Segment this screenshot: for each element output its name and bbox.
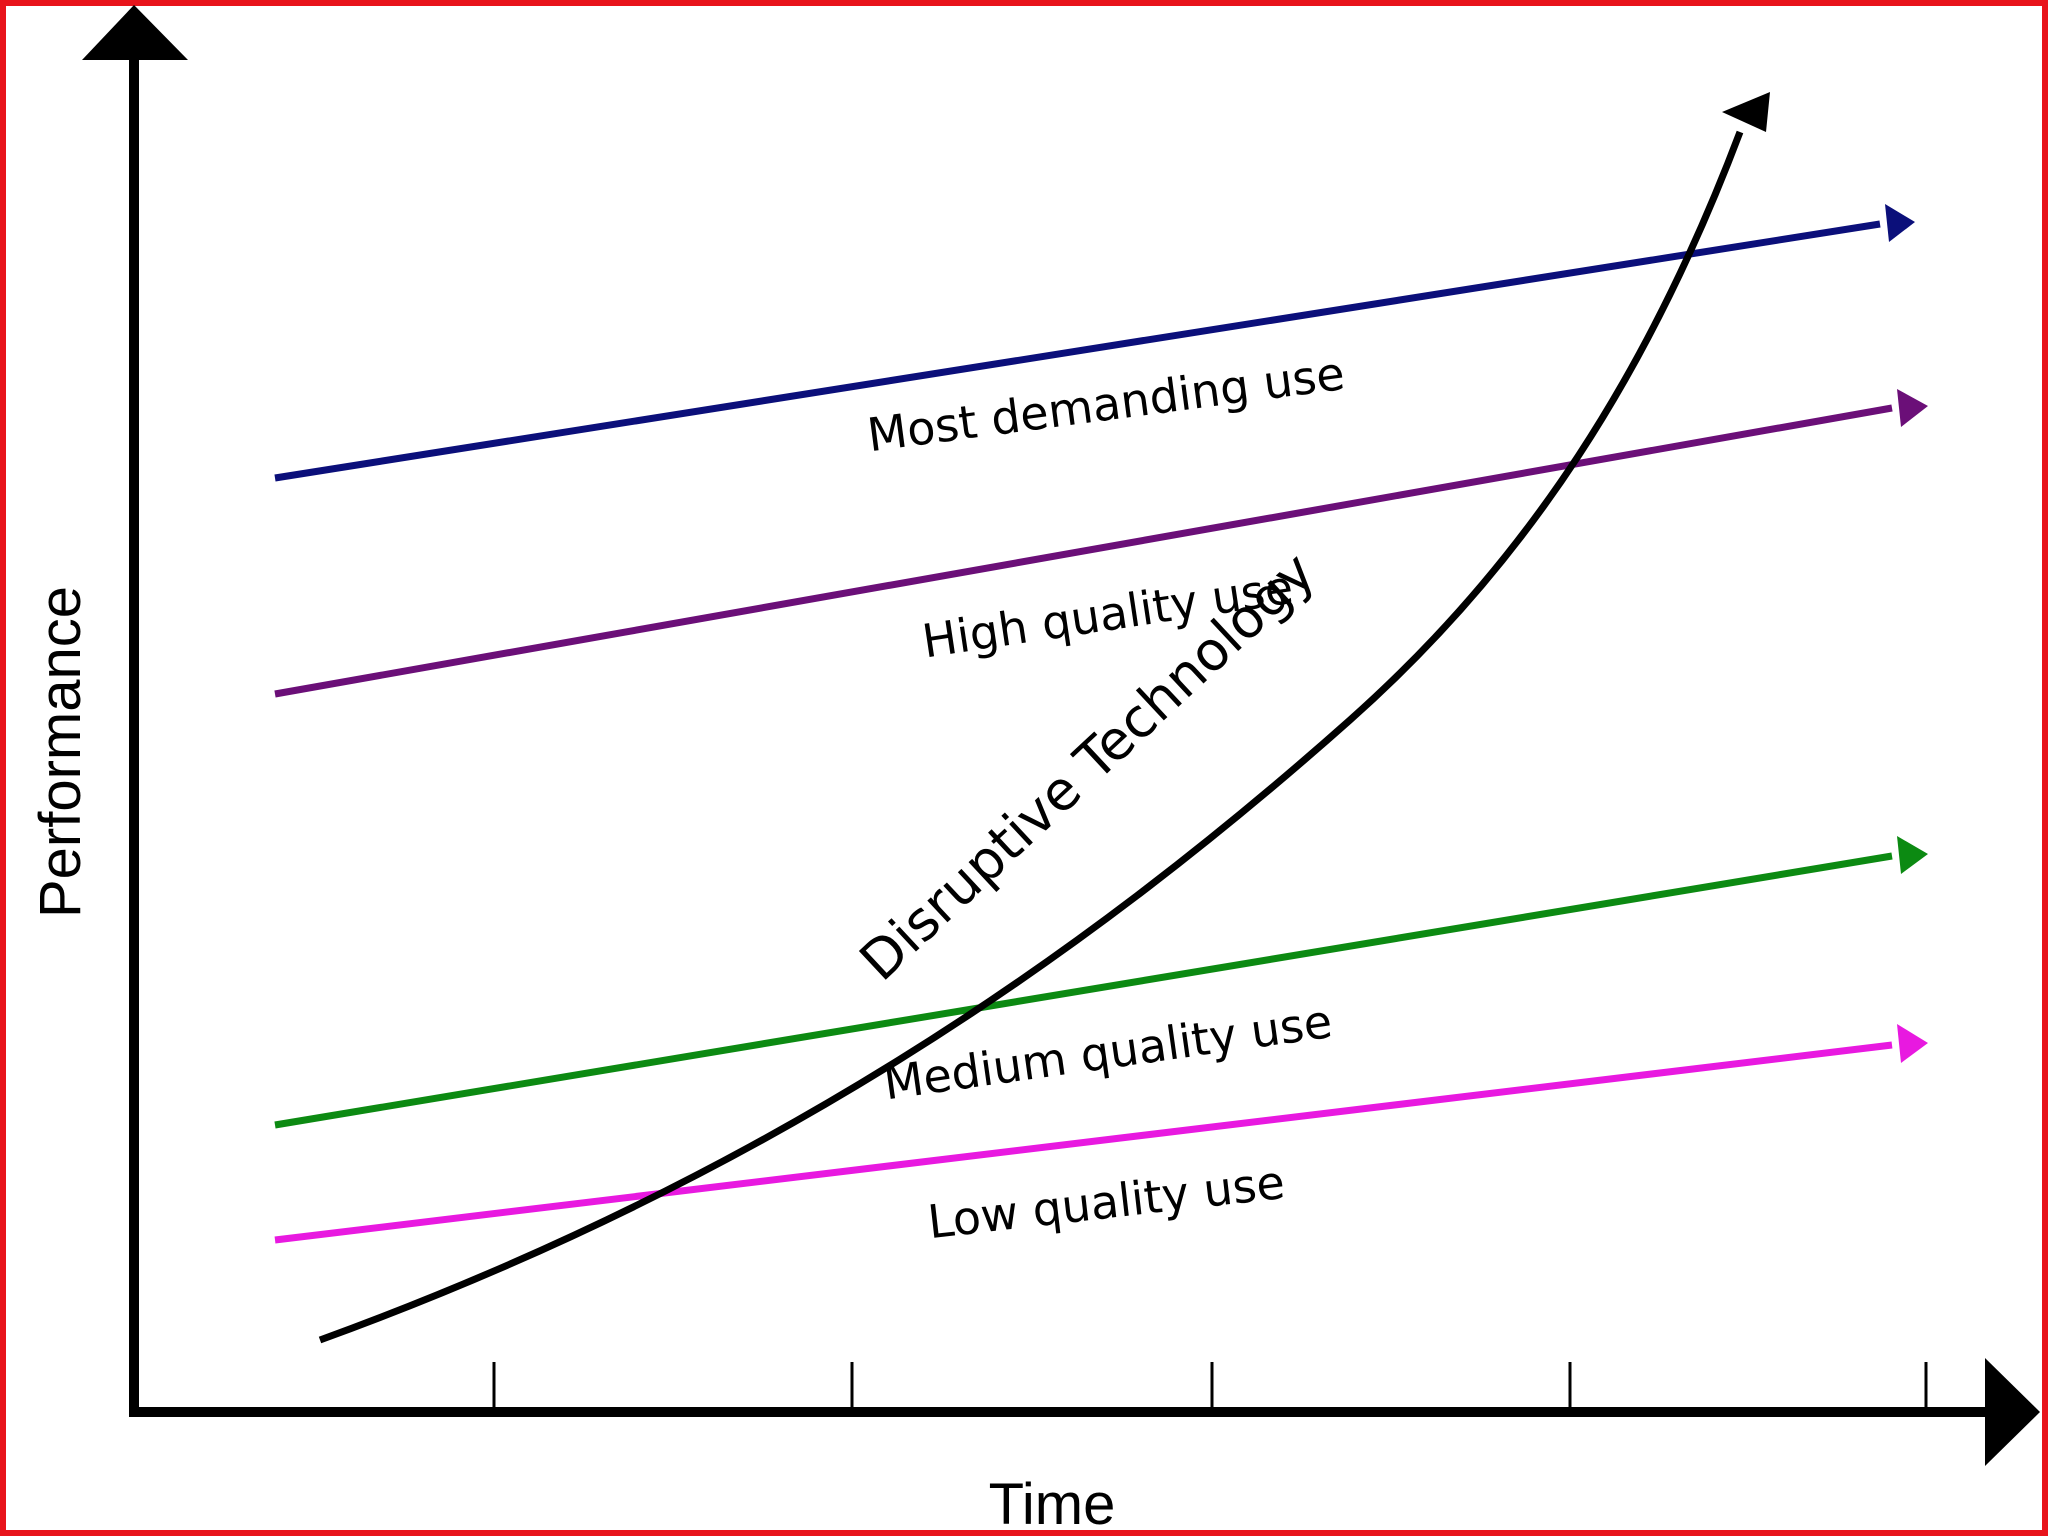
line-label-low-quality-use: Low quality use xyxy=(925,1155,1287,1249)
disruptive-technology-curve-stroke xyxy=(318,130,1744,1344)
line-medium-quality-use-stroke xyxy=(274,852,1893,1129)
y-axis-title: Performance xyxy=(28,586,93,918)
axes xyxy=(82,5,2040,1466)
line-medium-quality-use: Medium quality use xyxy=(274,836,1928,1129)
line-high-quality-use-stroke xyxy=(274,404,1893,698)
y-axis-arrowhead xyxy=(82,5,188,60)
line-high-quality-use-arrowhead xyxy=(1897,389,1928,427)
line-medium-quality-use-arrowhead xyxy=(1897,836,1928,874)
x-axis-arrowhead xyxy=(1985,1358,2040,1466)
line-most-demanding-use-arrowhead xyxy=(1885,204,1915,242)
line-most-demanding-use-stroke xyxy=(274,220,1881,482)
line-low-quality-use-arrowhead xyxy=(1897,1024,1928,1063)
line-high-quality-use: High quality use xyxy=(274,389,1928,698)
line-low-quality-use-stroke xyxy=(274,1041,1893,1244)
line-most-demanding-use: Most demanding use xyxy=(274,204,1915,482)
disruptive-technology-curve-arrowhead xyxy=(1722,92,1770,132)
x-axis-title: Time xyxy=(989,1472,1116,1536)
line-label-most-demanding-use: Most demanding use xyxy=(864,346,1347,462)
